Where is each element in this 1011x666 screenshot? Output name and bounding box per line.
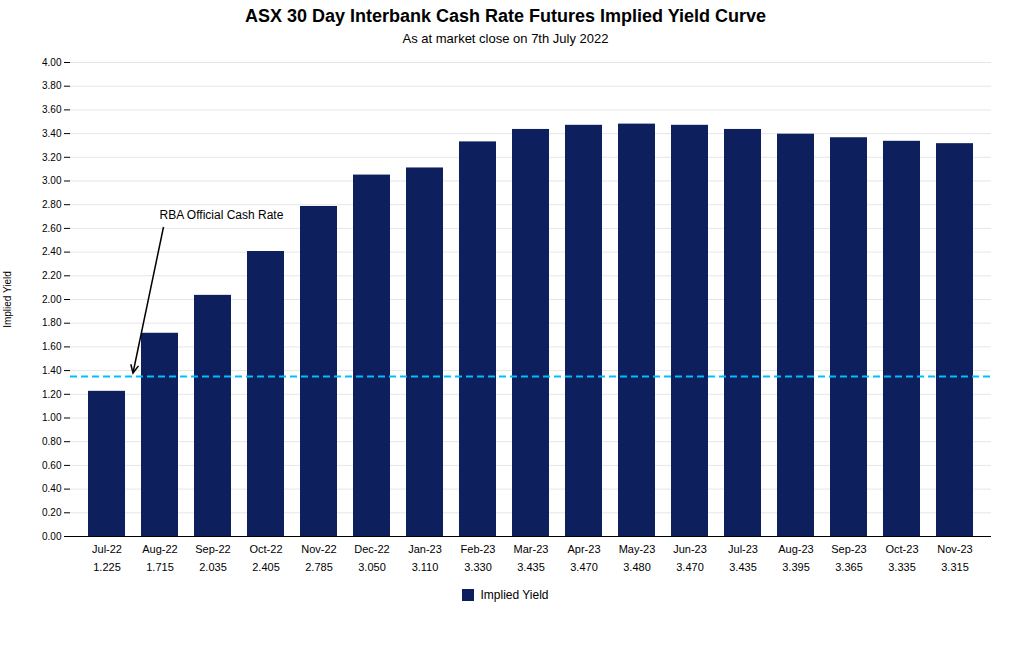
svg-text:1.40: 1.40: [42, 365, 62, 376]
svg-text:3.470: 3.470: [676, 561, 704, 573]
svg-text:0.40: 0.40: [42, 483, 62, 494]
svg-text:1.60: 1.60: [42, 341, 62, 352]
svg-text:Implied Yield: Implied Yield: [2, 271, 13, 328]
svg-text:1.00: 1.00: [42, 412, 62, 423]
svg-text:3.470: 3.470: [570, 561, 598, 573]
svg-text:RBA Official Cash Rate: RBA Official Cash Rate: [160, 208, 284, 222]
svg-text:2.785: 2.785: [305, 561, 333, 573]
svg-text:3.435: 3.435: [517, 561, 545, 573]
svg-text:1.715: 1.715: [146, 561, 174, 573]
svg-text:2.40: 2.40: [42, 246, 62, 257]
svg-text:Oct-22: Oct-22: [249, 543, 282, 555]
svg-text:0.80: 0.80: [42, 436, 62, 447]
svg-text:0.00: 0.00: [42, 531, 62, 542]
svg-text:2.00: 2.00: [42, 294, 62, 305]
svg-text:Aug-22: Aug-22: [142, 543, 177, 555]
svg-text:1.80: 1.80: [42, 317, 62, 328]
svg-text:1.225: 1.225: [93, 561, 121, 573]
svg-text:3.365: 3.365: [835, 561, 863, 573]
svg-text:Jul-22: Jul-22: [92, 543, 122, 555]
svg-text:2.20: 2.20: [42, 270, 62, 281]
svg-text:2.60: 2.60: [42, 223, 62, 234]
svg-text:Jul-23: Jul-23: [728, 543, 758, 555]
svg-text:Oct-23: Oct-23: [885, 543, 918, 555]
svg-text:Nov-22: Nov-22: [301, 543, 336, 555]
svg-text:May-23: May-23: [619, 543, 656, 555]
svg-text:3.40: 3.40: [42, 128, 62, 139]
svg-text:Jun-23: Jun-23: [673, 543, 707, 555]
svg-text:3.315: 3.315: [941, 561, 969, 573]
svg-text:Apr-23: Apr-23: [567, 543, 600, 555]
svg-text:Sep-23: Sep-23: [831, 543, 866, 555]
svg-text:3.110: 3.110: [412, 561, 439, 573]
svg-text:0.20: 0.20: [42, 507, 62, 518]
svg-text:2.405: 2.405: [252, 561, 280, 573]
svg-text:3.80: 3.80: [42, 80, 62, 91]
svg-text:Jan-23: Jan-23: [408, 543, 442, 555]
html-text:ASX 30 Day Interbank Cash Rate: ASX 30 Day Interbank Cash Rate Futures I…: [244, 6, 767, 26]
svg-text:Dec-22: Dec-22: [354, 543, 389, 555]
svg-text:2.80: 2.80: [42, 199, 62, 210]
svg-text:3.330: 3.330: [464, 561, 492, 573]
svg-text:1.20: 1.20: [42, 389, 62, 400]
svg-text:2.035: 2.035: [199, 561, 227, 573]
svg-text:3.60: 3.60: [42, 104, 62, 115]
svg-text:0.60: 0.60: [42, 460, 62, 471]
svg-text:3.395: 3.395: [782, 561, 810, 573]
svg-text:3.050: 3.050: [358, 561, 386, 573]
svg-text:Feb-23: Feb-23: [461, 543, 496, 555]
svg-text:4.00: 4.00: [42, 57, 62, 68]
svg-text:Mar-23: Mar-23: [514, 543, 549, 555]
html-text:Implied Yield: Implied Yield: [480, 588, 549, 602]
svg-text:3.435: 3.435: [729, 561, 757, 573]
svg-text:3.20: 3.20: [42, 152, 62, 163]
svg-text:Aug-23: Aug-23: [778, 543, 813, 555]
svg-text:3.335: 3.335: [888, 561, 916, 573]
svg-text:3.00: 3.00: [42, 175, 62, 186]
svg-text:Nov-23: Nov-23: [937, 543, 972, 555]
html-text:As at market close on 7th July: As at market close on 7th July 2022: [402, 31, 609, 46]
svg-text:3.480: 3.480: [623, 561, 651, 573]
svg-text:Sep-22: Sep-22: [195, 543, 230, 555]
